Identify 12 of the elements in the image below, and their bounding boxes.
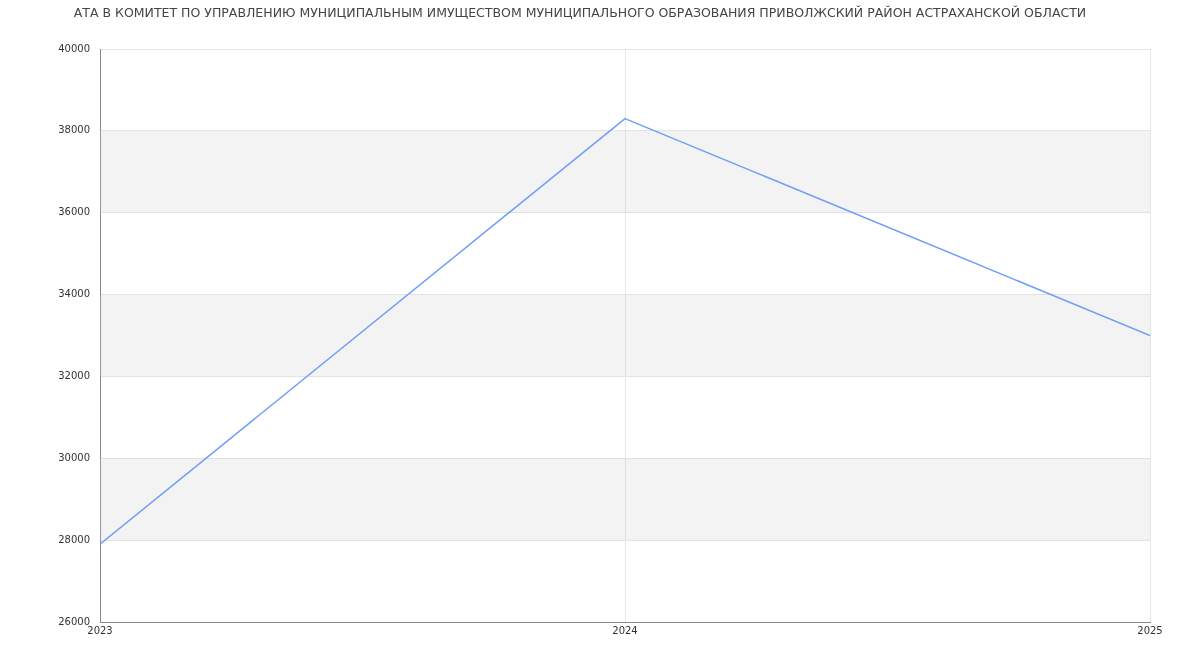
y-tick-label: 26000 xyxy=(58,615,90,627)
y-tick-label: 32000 xyxy=(58,370,90,382)
x-tick-label: 2024 xyxy=(612,624,638,636)
chart-title: АТА В КОМИТЕТ ПО УПРАВЛЕНИЮ МУНИЦИПАЛЬНЫМ ИМУЩЕСТВОМ МУНИЦИПАЛЬНОГО ОБРАЗОВАНИЯ ПРИВОЛЖСКИЙ РАЙОН АСТРАХАНСКОЙ ОБЛАСТИ xyxy=(73,4,1087,20)
y-tick-label: 36000 xyxy=(58,206,90,218)
y-tick-label: 34000 xyxy=(58,288,90,300)
y-tick-label: 28000 xyxy=(58,533,90,545)
y-tick-label: 40000 xyxy=(58,42,90,54)
x-tick-label: 2023 xyxy=(87,624,113,636)
x-tick-label: 2025 xyxy=(1137,624,1163,636)
y-tick-label: 38000 xyxy=(58,124,90,136)
y-tick-label: 30000 xyxy=(58,451,90,463)
